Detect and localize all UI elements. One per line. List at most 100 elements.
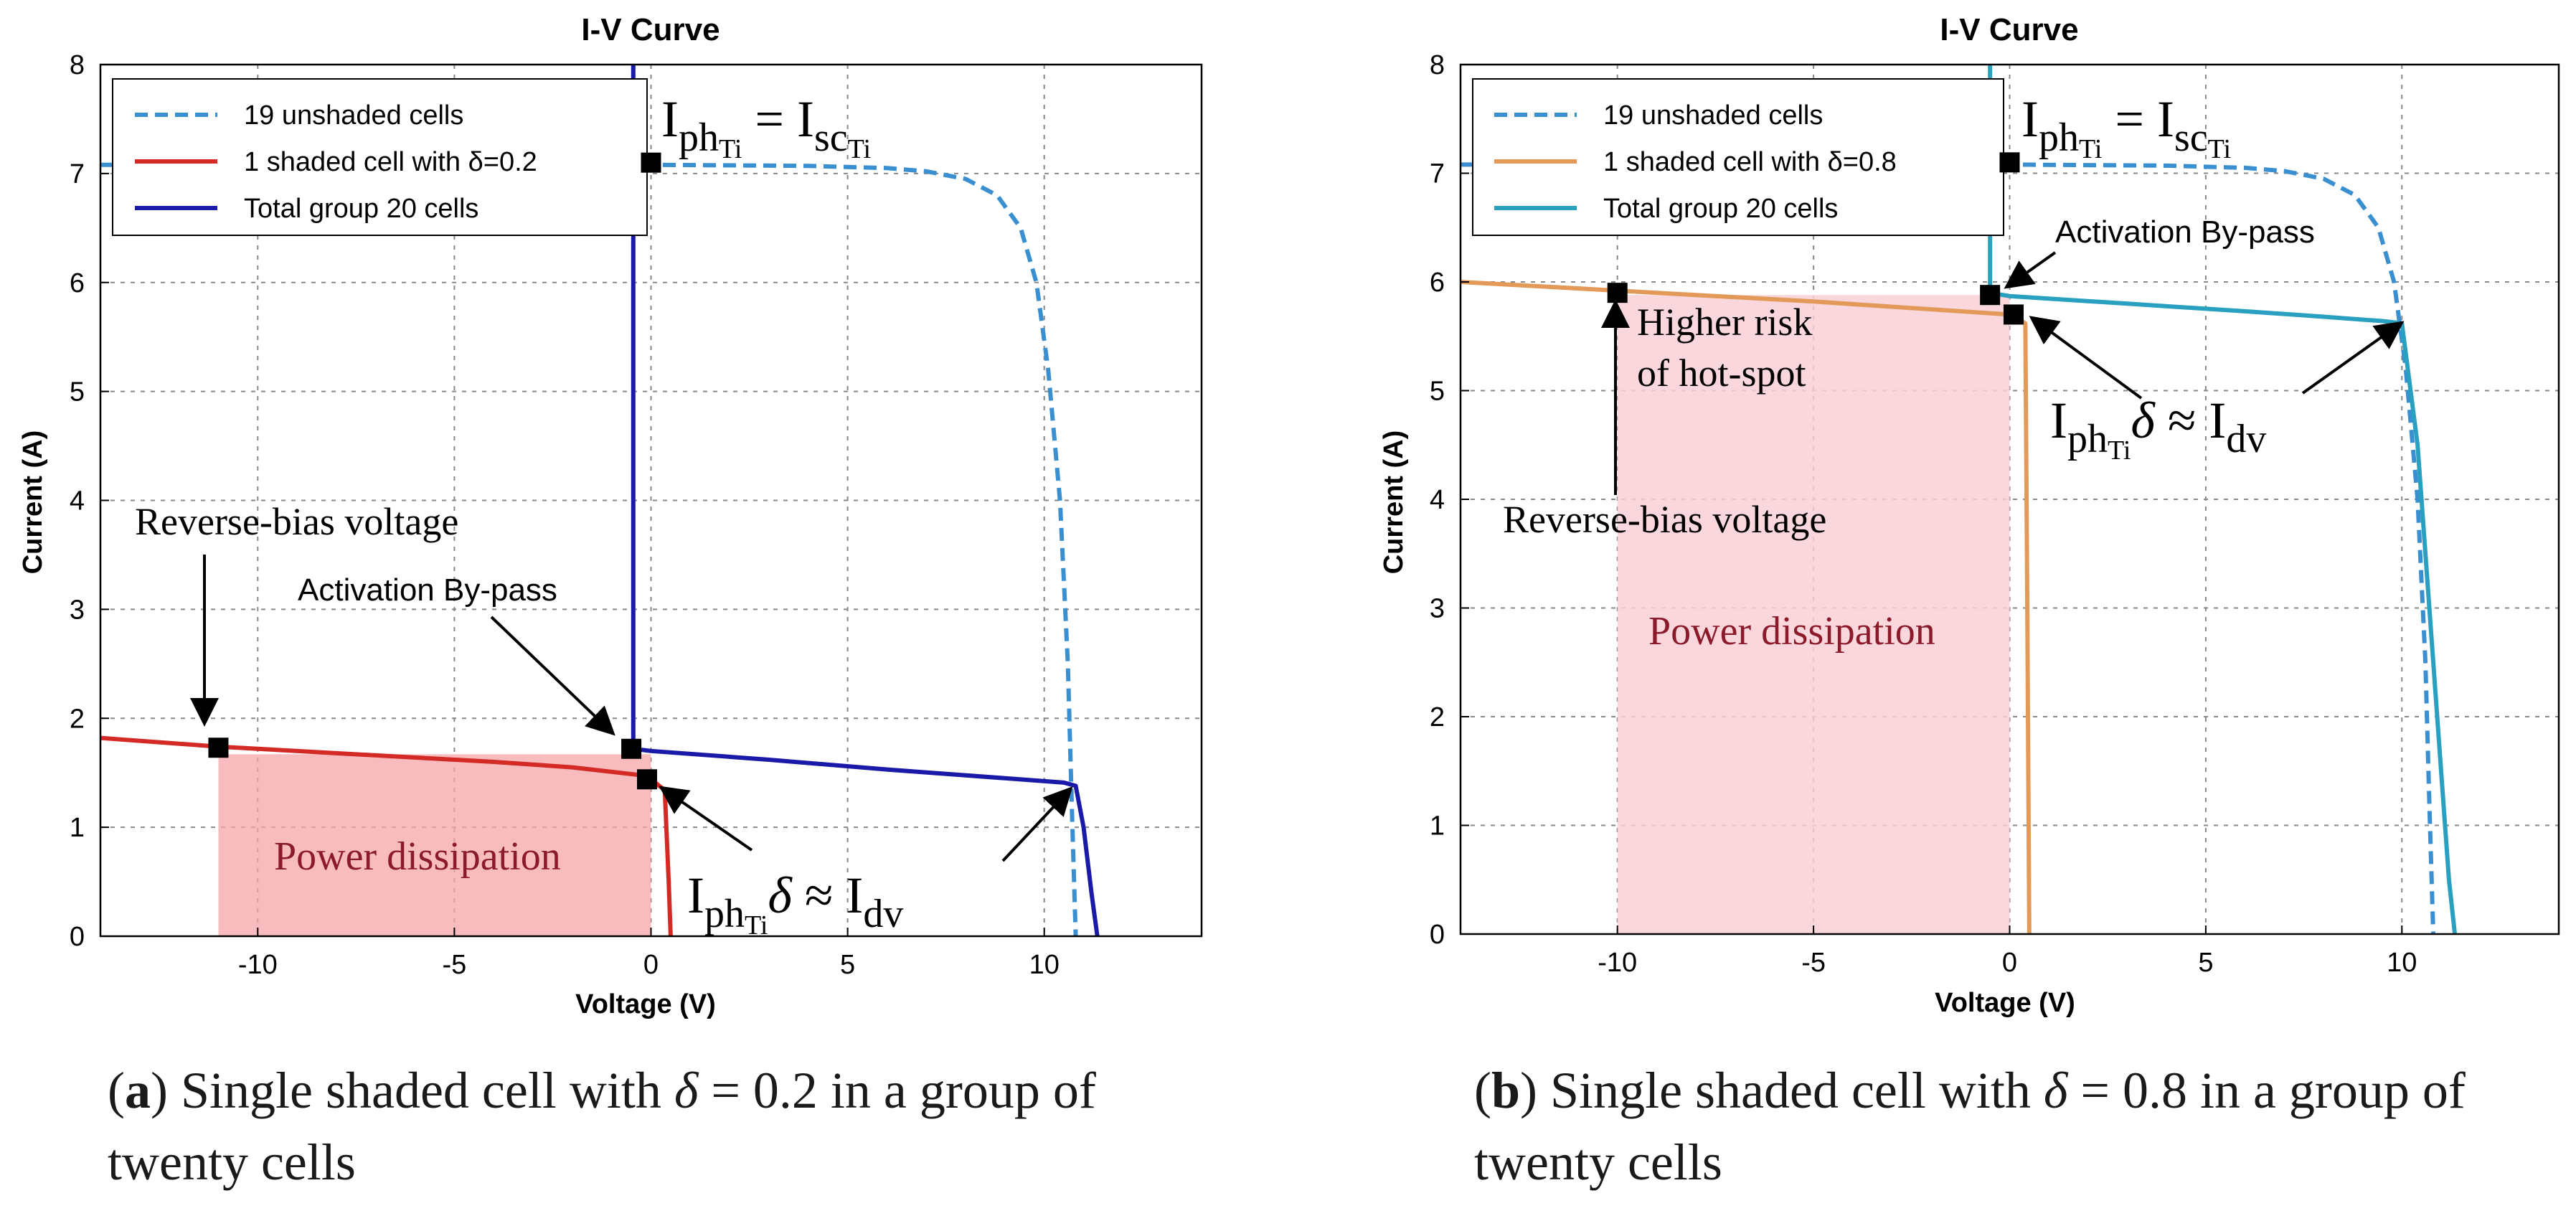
y-tick-label: 4 (1430, 485, 1445, 515)
shaded-region (218, 754, 651, 936)
iph-approx: ≈ (792, 867, 846, 924)
data-point-marker-2 (1980, 285, 2001, 306)
caption-label: b (1491, 1062, 1521, 1119)
x-tick-label: 0 (643, 950, 659, 980)
x-tick-label: 0 (2002, 948, 2017, 978)
bypass-label: Activation By-pass (298, 572, 557, 608)
y-tick-label: 2 (70, 704, 85, 734)
caption-text-before: Single shaded cell with (167, 1062, 674, 1119)
isc-rhs-sub2: Ti (848, 134, 871, 164)
chart-title: I-V Curve (581, 12, 720, 47)
y-axis-label: Current (A) (18, 430, 48, 575)
x-axis-label: Voltage (V) (575, 989, 716, 1019)
reverse-bias-label: Reverse-bias voltage (135, 500, 458, 543)
y-tick-label: 2 (1430, 702, 1445, 732)
isc-lhs: I (2021, 90, 2039, 148)
isc-equation: IphTi = IscTi (661, 90, 871, 164)
isc-lhs-sub1: ph (2039, 116, 2079, 160)
iph-arrow-right (2301, 321, 2405, 395)
iph-delta: δ (768, 867, 793, 924)
y-tick-label: 5 (70, 377, 85, 407)
x-tick-label: 10 (1029, 950, 1060, 980)
y-tick-label: 4 (70, 486, 85, 517)
legend-label-2: Total group 20 cells (244, 194, 478, 224)
bypass-arrow (2004, 251, 2057, 289)
isc-eq: = (742, 90, 797, 148)
y-tick-label: 3 (1430, 594, 1445, 624)
iph-rhs-sub: dv (2226, 417, 2266, 461)
marker-points (208, 152, 661, 790)
chart-a: I-V Curve Voltage (V) Current (A) -10 -5 0… (18, 12, 1203, 1019)
iph-delta-equation: IphTiδ ≈ Idv (2050, 392, 2266, 466)
ticks: -10 -5 0 5 10 0 1 2 3 4 5 6 7 8 (70, 50, 1060, 980)
data-point-marker-1 (208, 737, 229, 758)
x-axis-label: Voltage (V) (1935, 988, 2075, 1018)
y-tick-label: 5 (1430, 377, 1445, 407)
caption-a: (a) Single shaded cell with δ = 0.2 in a… (108, 1062, 1096, 1191)
data-point-marker-3 (2003, 304, 2024, 325)
isc-equation: IphTi = IscTi (2021, 90, 2231, 164)
hotspot-label-line1: Higher risk (1637, 301, 1812, 344)
isc-eq: = (2102, 90, 2157, 148)
iph-rhs-sub: dv (863, 892, 903, 936)
y-tick-label: 0 (70, 922, 85, 952)
y-tick-label: 8 (1430, 50, 1445, 80)
x-tick-label: 5 (840, 950, 855, 980)
caption-value: 0.8 (2122, 1062, 2187, 1119)
iph-arrow-left (659, 786, 753, 852)
caption-text-before: Single shaded cell with (1537, 1062, 2044, 1119)
iph-base: I (2050, 392, 2067, 449)
chart-title: I-V Curve (1940, 12, 2078, 47)
caption-eq: = (2067, 1062, 2123, 1119)
caption-b: (b) Single shaded cell with δ = 0.8 in a… (1474, 1062, 2466, 1191)
y-axis-label: Current (A) (1379, 430, 1409, 575)
shaded-region (1617, 295, 2010, 934)
iph-sub2: Ti (745, 910, 768, 941)
caption-value: 0.2 (752, 1062, 818, 1119)
isc-rhs-sub1: sc (814, 116, 848, 160)
y-tick-label: 7 (1430, 159, 1445, 189)
iph-sub1: ph (704, 892, 745, 936)
y-tick-label: 6 (70, 268, 85, 298)
x-tick-label: -5 (442, 950, 466, 980)
series-line-0 (100, 162, 1078, 936)
data-point-marker-0 (1999, 152, 2020, 173)
legend: 19 unshaded cells 1 shaded cell with δ=0… (112, 78, 648, 236)
y-tick-label: 0 (1430, 920, 1445, 950)
series-line-2 (1988, 65, 2458, 934)
legend-label-1: 1 shaded cell with δ=0.2 (244, 147, 537, 177)
ticks: -10 -5 0 5 10 0 1 2 3 4 5 6 7 8 (1430, 50, 2417, 978)
legend-label-0: 19 unshaded cells (1603, 100, 1823, 131)
power-dissipation-label: Power dissipation (274, 834, 561, 879)
iph-delta-equation: IphTiδ ≈ Idv (687, 867, 903, 941)
caption-text-after: in a group of twenty cells (108, 1062, 1096, 1191)
caption-symbol: δ (2043, 1062, 2068, 1119)
y-tick-label: 6 (1430, 268, 1445, 298)
legend-label-0: 19 unshaded cells (244, 100, 463, 131)
y-tick-label: 1 (70, 813, 85, 843)
x-tick-label: 10 (2387, 948, 2417, 978)
caption-eq: = (698, 1062, 753, 1119)
data-point-marker-3 (637, 769, 658, 790)
x-tick-label: -10 (1598, 948, 1637, 978)
isc-rhs: I (797, 90, 814, 148)
isc-rhs: I (2157, 90, 2174, 148)
iph-rhs: I (2209, 392, 2226, 449)
x-tick-label: -10 (238, 950, 278, 980)
iph-approx: ≈ (2155, 392, 2209, 449)
x-tick-label: -5 (1801, 948, 1826, 978)
data-point-marker-1 (1607, 283, 1628, 303)
series-lines (100, 65, 1100, 936)
bypass-label: Activation By-pass (2055, 215, 2315, 250)
data-point-marker-0 (641, 152, 661, 173)
isc-lhs: I (661, 90, 679, 148)
y-tick-label: 8 (70, 50, 85, 80)
series-line-2 (631, 65, 1100, 936)
iph-rhs: I (846, 867, 863, 924)
y-tick-label: 7 (70, 159, 85, 189)
isc-rhs-sub1: sc (2174, 116, 2208, 160)
legend: 19 unshaded cells 1 shaded cell with δ=0… (1472, 78, 2004, 236)
data-point-marker-2 (621, 738, 642, 759)
caption-label: a (124, 1062, 151, 1119)
